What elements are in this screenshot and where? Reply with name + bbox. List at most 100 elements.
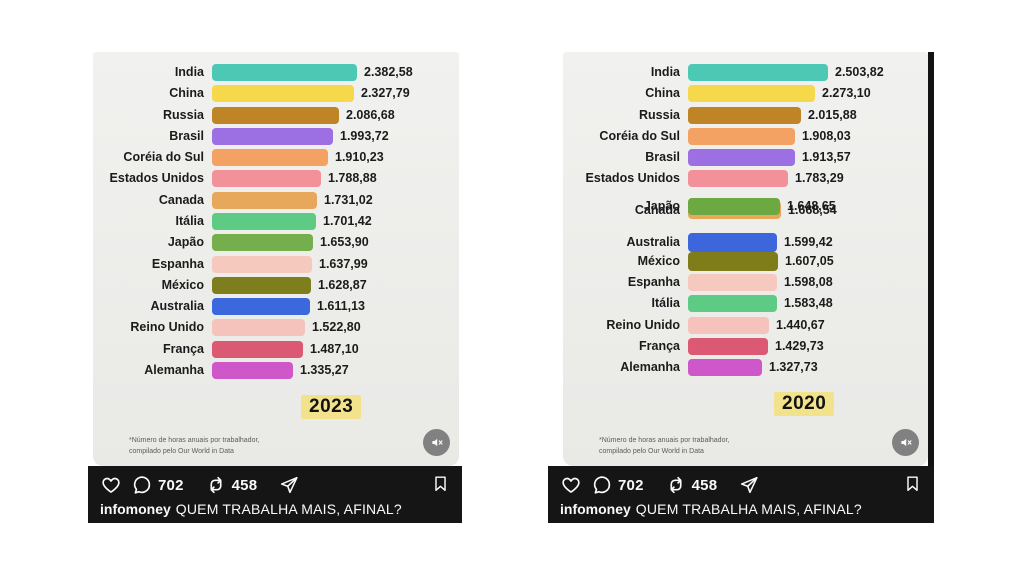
like-button[interactable] <box>560 474 582 496</box>
bar-label: Reino Unido <box>130 320 204 334</box>
bar-value: 1.583,48 <box>784 296 833 310</box>
bar-label: México <box>161 278 204 292</box>
bar-label: Itália <box>651 296 681 310</box>
mute-button[interactable] <box>892 429 919 456</box>
footnote-line2: compilado pelo Our World in Data <box>129 447 234 455</box>
repost-count: 458 <box>691 476 718 494</box>
video-frame-2020[interactable]: India 2.503,82 China 2.273,10 Russia 2.015,88… <box>563 52 928 466</box>
bar-value: 1.668,54 <box>788 203 837 217</box>
adjacent-post-edge <box>928 52 934 523</box>
bar-label: Alemanha <box>144 363 204 377</box>
repost-icon <box>210 476 222 494</box>
caption: infomoney QUEM TRABALHA MAIS, AFINAL? <box>100 501 450 517</box>
bar <box>212 149 328 166</box>
bar <box>688 338 768 355</box>
bar <box>688 107 801 124</box>
bar <box>212 213 316 230</box>
footnote-line2: compilado pelo Our World in Data <box>599 447 704 455</box>
repost-button[interactable] <box>665 474 687 496</box>
source-footnote: *Número de horas anuais por trabalhador,… <box>599 436 729 458</box>
bar <box>212 319 305 336</box>
bar-label: França <box>639 339 680 353</box>
bar-value: 1.522,80 <box>312 320 361 334</box>
bar-value: 1.327,73 <box>769 360 818 374</box>
bar-value: 1.607,05 <box>785 254 834 268</box>
bar-label: Reino Unido <box>606 318 680 332</box>
comment-button[interactable] <box>591 474 613 496</box>
muted-speaker-icon <box>432 438 443 447</box>
bar <box>212 298 310 315</box>
bar-chart-2020: India 2.503,82 China 2.273,10 Russia 2.015,88… <box>563 52 928 466</box>
bar-value: 2.503,82 <box>835 65 884 79</box>
save-button[interactable] <box>903 474 922 493</box>
bar <box>688 274 777 291</box>
bar <box>688 198 780 215</box>
heart-icon <box>102 477 120 493</box>
bar-value: 2.327,79 <box>361 86 410 100</box>
username[interactable]: infomoney <box>560 501 631 517</box>
bar <box>688 128 795 145</box>
bar-label: Brasil <box>169 129 204 143</box>
bar-label: Alemanha <box>620 360 680 374</box>
bar <box>212 170 321 187</box>
caption-text: QUEM TRABALHA MAIS, AFINAL? <box>635 501 862 517</box>
bar-value: 1.599,42 <box>784 235 833 249</box>
bar-value: 1.788,88 <box>328 171 377 185</box>
like-button[interactable] <box>100 474 122 496</box>
bar <box>212 277 311 294</box>
bar-label: India <box>650 65 680 79</box>
bar <box>212 85 354 102</box>
bar-label: México <box>637 254 680 268</box>
bar <box>212 192 317 209</box>
video-frame-2023[interactable]: India 2.382,58 China 2.327,79 Russia 2.086,68… <box>93 52 459 466</box>
bar-label: Japão <box>643 199 680 213</box>
mute-button[interactable] <box>423 429 450 456</box>
bar-value: 1.440,67 <box>776 318 825 332</box>
bar <box>688 64 828 81</box>
bar-label: Australia <box>626 235 681 249</box>
bar-value: 1.487,10 <box>310 342 359 356</box>
footnote-line1: *Número de horas anuais por trabalhador, <box>599 437 730 444</box>
bar <box>212 256 312 273</box>
bar-value: 1.910,23 <box>335 150 384 164</box>
year-badge: 2023 <box>301 395 362 419</box>
username[interactable]: infomoney <box>100 501 171 517</box>
share-button[interactable] <box>278 474 300 496</box>
bar-label: Australia <box>150 299 205 313</box>
bar <box>688 317 769 334</box>
save-button[interactable] <box>431 474 450 493</box>
bar <box>212 107 339 124</box>
bar-value: 1.611,13 <box>317 299 365 313</box>
bar-label: Japão <box>167 235 204 249</box>
bar-label: Canada <box>634 203 680 217</box>
bar <box>688 149 795 166</box>
bar-value: 1.648,65 <box>787 199 836 213</box>
repost-icon <box>670 476 682 494</box>
bar <box>212 341 303 358</box>
bar-label: França <box>163 342 204 356</box>
bar-label: China <box>645 86 680 100</box>
bar-value: 1.731,02 <box>324 193 373 207</box>
bar-label: China <box>169 86 204 100</box>
bookmark-icon <box>435 476 446 492</box>
bar-chart-2023: India 2.382,58 China 2.327,79 Russia 2.086,68… <box>93 52 459 466</box>
bar-label: Russia <box>639 108 680 122</box>
repost-button[interactable] <box>205 474 227 496</box>
bar <box>212 64 357 81</box>
bar-value: 1.701,42 <box>323 214 372 228</box>
bar-value: 1.993,72 <box>340 129 389 143</box>
comment-bubble-icon <box>133 476 151 494</box>
bar-label: Itália <box>175 214 205 228</box>
repost-count: 458 <box>231 476 258 494</box>
bar-value: 1.429,73 <box>775 339 824 353</box>
comment-button[interactable] <box>131 474 153 496</box>
share-button[interactable] <box>738 474 760 496</box>
bar <box>688 170 788 187</box>
bookmark-icon <box>907 476 918 492</box>
bar-label: India <box>174 65 204 79</box>
bar <box>688 359 762 376</box>
bar-value: 2.273,10 <box>822 86 871 100</box>
bar <box>212 362 293 379</box>
bar-value: 1.637,99 <box>319 257 368 271</box>
